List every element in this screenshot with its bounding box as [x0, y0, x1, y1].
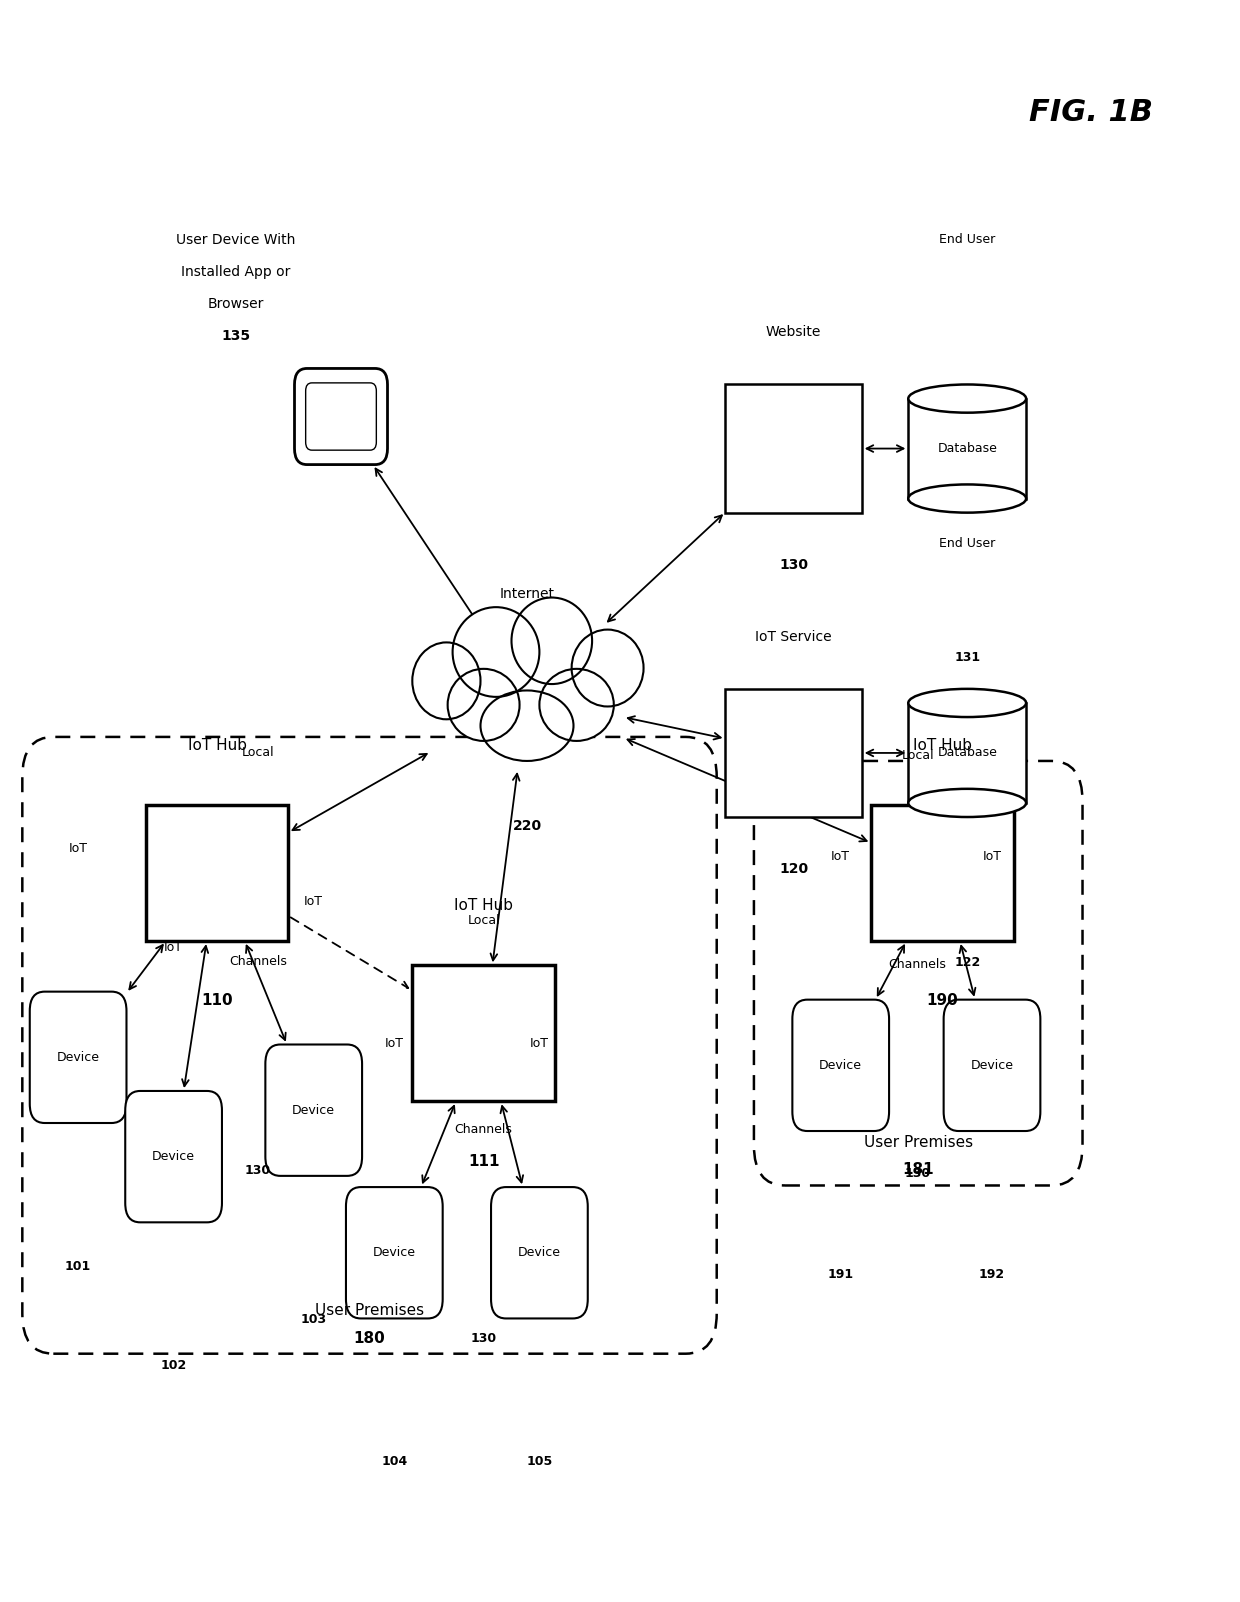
Ellipse shape [412, 642, 481, 719]
Text: IoT: IoT [982, 849, 1002, 863]
Text: Internet: Internet [500, 586, 554, 601]
Text: FIG. 1B: FIG. 1B [1029, 98, 1153, 127]
FancyBboxPatch shape [346, 1187, 443, 1318]
Text: Device: Device [518, 1246, 560, 1259]
Text: IoT: IoT [384, 1036, 404, 1051]
Text: 130: 130 [244, 1163, 272, 1177]
Ellipse shape [908, 788, 1027, 817]
Text: 220: 220 [512, 819, 542, 833]
Text: End User: End User [939, 232, 996, 247]
FancyBboxPatch shape [870, 804, 1014, 940]
Ellipse shape [448, 670, 520, 742]
FancyBboxPatch shape [944, 1000, 1040, 1131]
Text: 191: 191 [827, 1267, 854, 1282]
Text: 180: 180 [353, 1331, 386, 1346]
Ellipse shape [453, 607, 539, 697]
Ellipse shape [908, 689, 1027, 718]
FancyBboxPatch shape [30, 992, 126, 1123]
Text: 130: 130 [904, 1166, 931, 1181]
Text: Device: Device [153, 1150, 195, 1163]
Bar [908, 703, 1027, 803]
Text: Device: Device [57, 1051, 99, 1064]
Text: 111: 111 [467, 1153, 500, 1168]
Text: Device: Device [373, 1246, 415, 1259]
FancyBboxPatch shape [295, 368, 387, 465]
FancyBboxPatch shape [146, 804, 288, 940]
Text: IoT Hub: IoT Hub [454, 899, 513, 913]
Text: Database: Database [937, 747, 997, 759]
Text: IoT: IoT [529, 1036, 549, 1051]
FancyBboxPatch shape [412, 964, 556, 1102]
FancyBboxPatch shape [306, 383, 377, 450]
Text: IoT: IoT [831, 849, 851, 863]
FancyBboxPatch shape [491, 1187, 588, 1318]
Text: IoT Service: IoT Service [755, 630, 832, 644]
Text: 105: 105 [526, 1455, 553, 1469]
Text: 190: 190 [926, 993, 959, 1008]
Ellipse shape [908, 484, 1027, 513]
Text: 101: 101 [64, 1259, 92, 1274]
Text: IoT: IoT [304, 894, 324, 908]
FancyBboxPatch shape [725, 689, 862, 817]
Text: 104: 104 [381, 1455, 408, 1469]
Text: User Premises: User Premises [863, 1136, 973, 1150]
Text: Device: Device [971, 1059, 1013, 1072]
Text: Local: Local [467, 913, 500, 928]
Ellipse shape [908, 384, 1027, 413]
Text: Channels: Channels [455, 1123, 512, 1136]
FancyBboxPatch shape [792, 1000, 889, 1131]
Text: 110: 110 [201, 993, 233, 1008]
Text: 122: 122 [954, 955, 981, 969]
Text: 130: 130 [470, 1331, 497, 1346]
Text: IoT: IoT [68, 841, 88, 855]
Text: Installed App or: Installed App or [181, 266, 290, 279]
Text: IoT: IoT [164, 940, 184, 955]
Text: 102: 102 [160, 1358, 187, 1373]
Text: Channels: Channels [889, 958, 946, 971]
Text: Website: Website [766, 325, 821, 340]
Text: Local: Local [242, 745, 274, 759]
Text: 135: 135 [221, 330, 250, 343]
Text: User Device With: User Device With [176, 234, 295, 247]
Text: 130: 130 [779, 557, 808, 572]
FancyBboxPatch shape [725, 384, 862, 513]
FancyBboxPatch shape [265, 1045, 362, 1176]
Text: 131: 131 [954, 650, 981, 665]
Text: 181: 181 [903, 1163, 934, 1177]
Ellipse shape [481, 690, 573, 761]
Text: User Premises: User Premises [315, 1304, 424, 1318]
Ellipse shape [539, 670, 614, 742]
Bar [908, 399, 1027, 498]
Text: Device: Device [820, 1059, 862, 1072]
Text: Database: Database [937, 442, 997, 455]
FancyBboxPatch shape [125, 1091, 222, 1222]
Text: 120: 120 [779, 862, 808, 876]
Text: End User: End User [939, 537, 996, 551]
Ellipse shape [511, 598, 591, 684]
Text: Browser: Browser [207, 298, 264, 311]
Ellipse shape [572, 630, 644, 706]
Text: Local: Local [901, 748, 934, 763]
Text: IoT Hub: IoT Hub [187, 739, 247, 753]
Text: 192: 192 [978, 1267, 1006, 1282]
Text: Channels: Channels [229, 955, 286, 968]
Text: 103: 103 [300, 1312, 327, 1326]
Text: IoT Hub: IoT Hub [913, 739, 972, 753]
Text: Device: Device [293, 1104, 335, 1117]
